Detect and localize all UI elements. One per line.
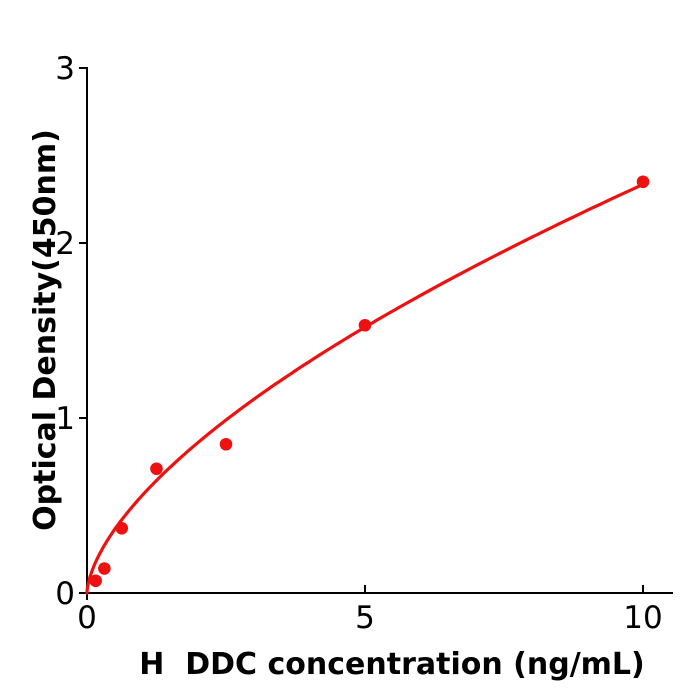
- data-point: [98, 562, 111, 575]
- y-tick-label: 0: [55, 576, 75, 612]
- data-point: [150, 462, 163, 476]
- data-point: [115, 521, 129, 535]
- x-tick-label: 5: [355, 600, 375, 636]
- data-point: [636, 175, 650, 189]
- x-axis-label: H DDC concentration (ng/mL): [139, 647, 645, 682]
- data-point: [358, 318, 372, 332]
- x-tick-label: 0: [77, 600, 97, 636]
- x-tick-label: 10: [623, 600, 662, 636]
- y-tick-label: 1: [55, 401, 75, 437]
- y-axis-label: Optical Density(450nm): [28, 129, 63, 531]
- y-tick-label: 2: [55, 226, 75, 262]
- y-tick-label: 3: [55, 51, 75, 87]
- fit-curve: [85, 182, 645, 595]
- data-point: [89, 574, 102, 588]
- data-point: [219, 437, 233, 451]
